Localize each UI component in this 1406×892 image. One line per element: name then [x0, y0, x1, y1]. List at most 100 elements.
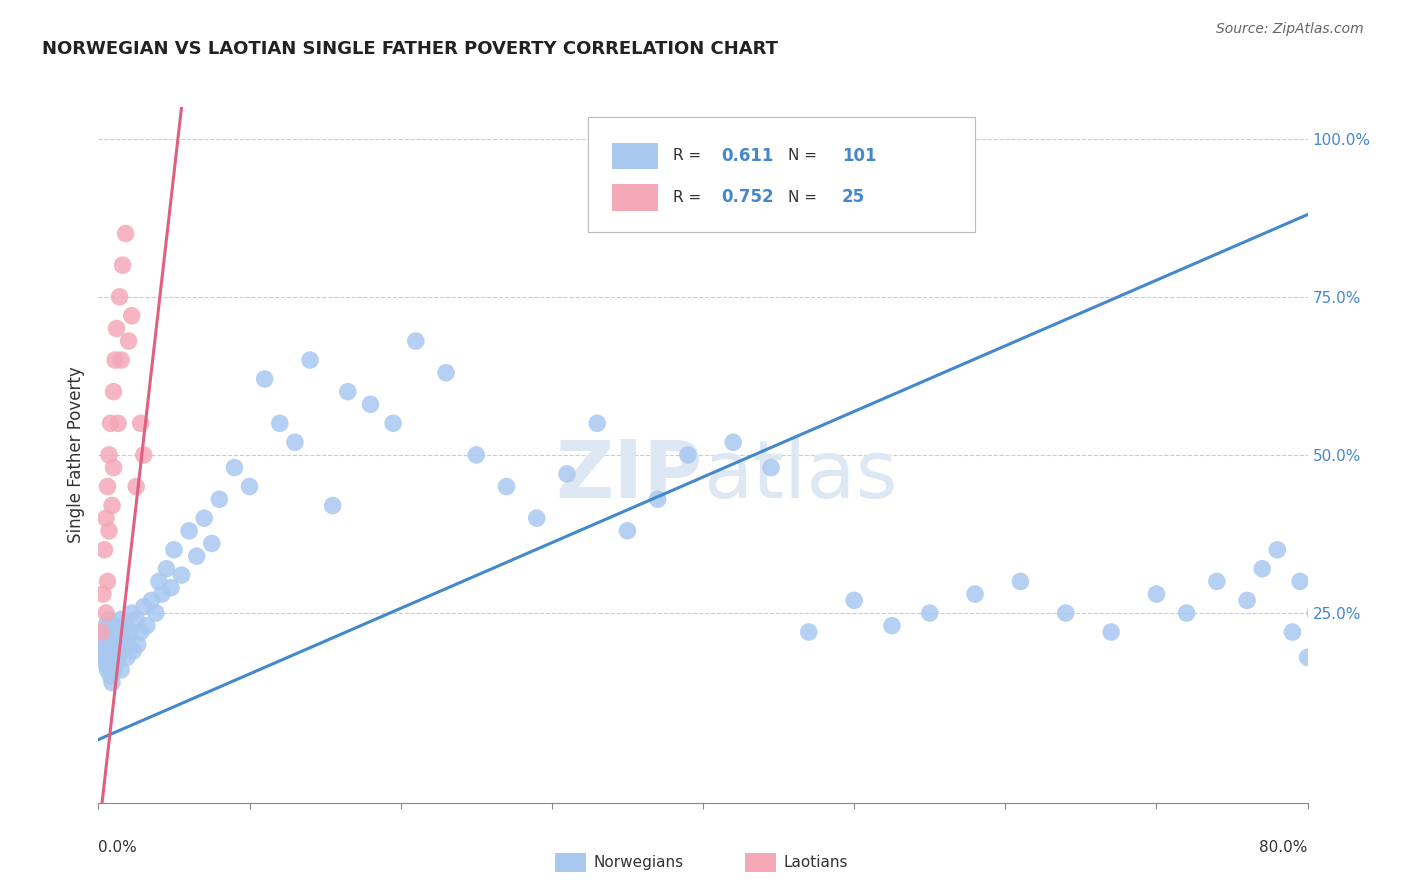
Point — [1326, 638, 1348, 652]
Point — [434, 366, 457, 380]
Point — [239, 479, 262, 493]
Point — [98, 644, 121, 658]
Point — [104, 353, 127, 368]
Point — [115, 650, 138, 665]
Point — [101, 625, 124, 640]
Text: NORWEGIAN VS LAOTIAN SINGLE FATHER POVERTY CORRELATION CHART: NORWEGIAN VS LAOTIAN SINGLE FATHER POVER… — [42, 40, 778, 58]
Text: R =: R = — [672, 148, 706, 163]
Point — [93, 632, 115, 646]
Point — [299, 353, 322, 368]
Point — [1312, 688, 1334, 702]
Point — [208, 492, 231, 507]
Text: ZIP: ZIP — [555, 437, 703, 515]
Point — [1265, 542, 1288, 557]
Point — [103, 650, 125, 665]
Point — [107, 638, 129, 652]
Point — [1175, 606, 1198, 620]
Point — [98, 612, 121, 626]
Point — [100, 417, 122, 431]
Point — [93, 542, 115, 557]
Point — [141, 593, 163, 607]
Point — [122, 644, 145, 658]
Point — [108, 625, 131, 640]
Point — [844, 593, 866, 607]
Point — [918, 606, 941, 620]
Point — [336, 384, 359, 399]
Point — [555, 467, 578, 481]
Point — [100, 669, 122, 683]
Point — [96, 663, 118, 677]
Text: 80.0%: 80.0% — [1260, 839, 1308, 855]
Bar — [612, 185, 658, 211]
Point — [186, 549, 208, 563]
Point — [1054, 606, 1077, 620]
Point — [111, 258, 134, 272]
Point — [104, 618, 127, 632]
Point — [797, 625, 820, 640]
Point — [111, 644, 134, 658]
Point — [616, 524, 638, 538]
Text: 25: 25 — [842, 188, 865, 206]
Point — [114, 618, 136, 632]
Text: N =: N = — [787, 148, 821, 163]
Point — [121, 309, 143, 323]
Point — [1251, 562, 1274, 576]
Point — [405, 334, 427, 348]
Text: 0.611: 0.611 — [721, 147, 773, 165]
Point — [94, 618, 117, 632]
Point — [1289, 574, 1312, 589]
Point — [103, 384, 125, 399]
Point — [721, 435, 744, 450]
Text: Source: ZipAtlas.com: Source: ZipAtlas.com — [1216, 22, 1364, 37]
Point — [96, 479, 118, 493]
Point — [103, 460, 125, 475]
Point — [269, 417, 291, 431]
Point — [526, 511, 548, 525]
Point — [91, 587, 114, 601]
Point — [177, 524, 201, 538]
Text: atlas: atlas — [703, 437, 897, 515]
Point — [96, 625, 118, 640]
Point — [759, 460, 782, 475]
Point — [105, 657, 128, 671]
Point — [201, 536, 224, 550]
Text: N =: N = — [787, 190, 821, 205]
Text: 0.752: 0.752 — [721, 188, 773, 206]
Point — [160, 581, 183, 595]
Point — [1144, 587, 1167, 601]
Point — [114, 227, 136, 241]
Point — [112, 632, 135, 646]
Point — [586, 417, 609, 431]
Point — [94, 606, 117, 620]
Point — [91, 650, 114, 665]
Point — [284, 435, 307, 450]
Point — [96, 650, 118, 665]
Point — [155, 562, 177, 576]
Point — [105, 321, 128, 335]
Point — [108, 290, 131, 304]
Point — [110, 353, 132, 368]
Point — [322, 499, 344, 513]
Point — [104, 644, 127, 658]
Point — [129, 417, 152, 431]
Text: 101: 101 — [842, 147, 876, 165]
Point — [107, 417, 129, 431]
Point — [90, 625, 112, 640]
Point — [880, 618, 903, 632]
Point — [163, 542, 186, 557]
Point — [465, 448, 488, 462]
Point — [1303, 606, 1326, 620]
Point — [118, 334, 141, 348]
Point — [98, 448, 121, 462]
Point — [91, 625, 114, 640]
Point — [965, 587, 987, 601]
Point — [193, 511, 215, 525]
Y-axis label: Single Father Poverty: Single Father Poverty — [66, 367, 84, 543]
Point — [1206, 574, 1229, 589]
Point — [1341, 669, 1364, 683]
Point — [100, 638, 122, 652]
Point — [125, 479, 148, 493]
Point — [125, 612, 148, 626]
Point — [1236, 593, 1258, 607]
Point — [132, 599, 155, 614]
